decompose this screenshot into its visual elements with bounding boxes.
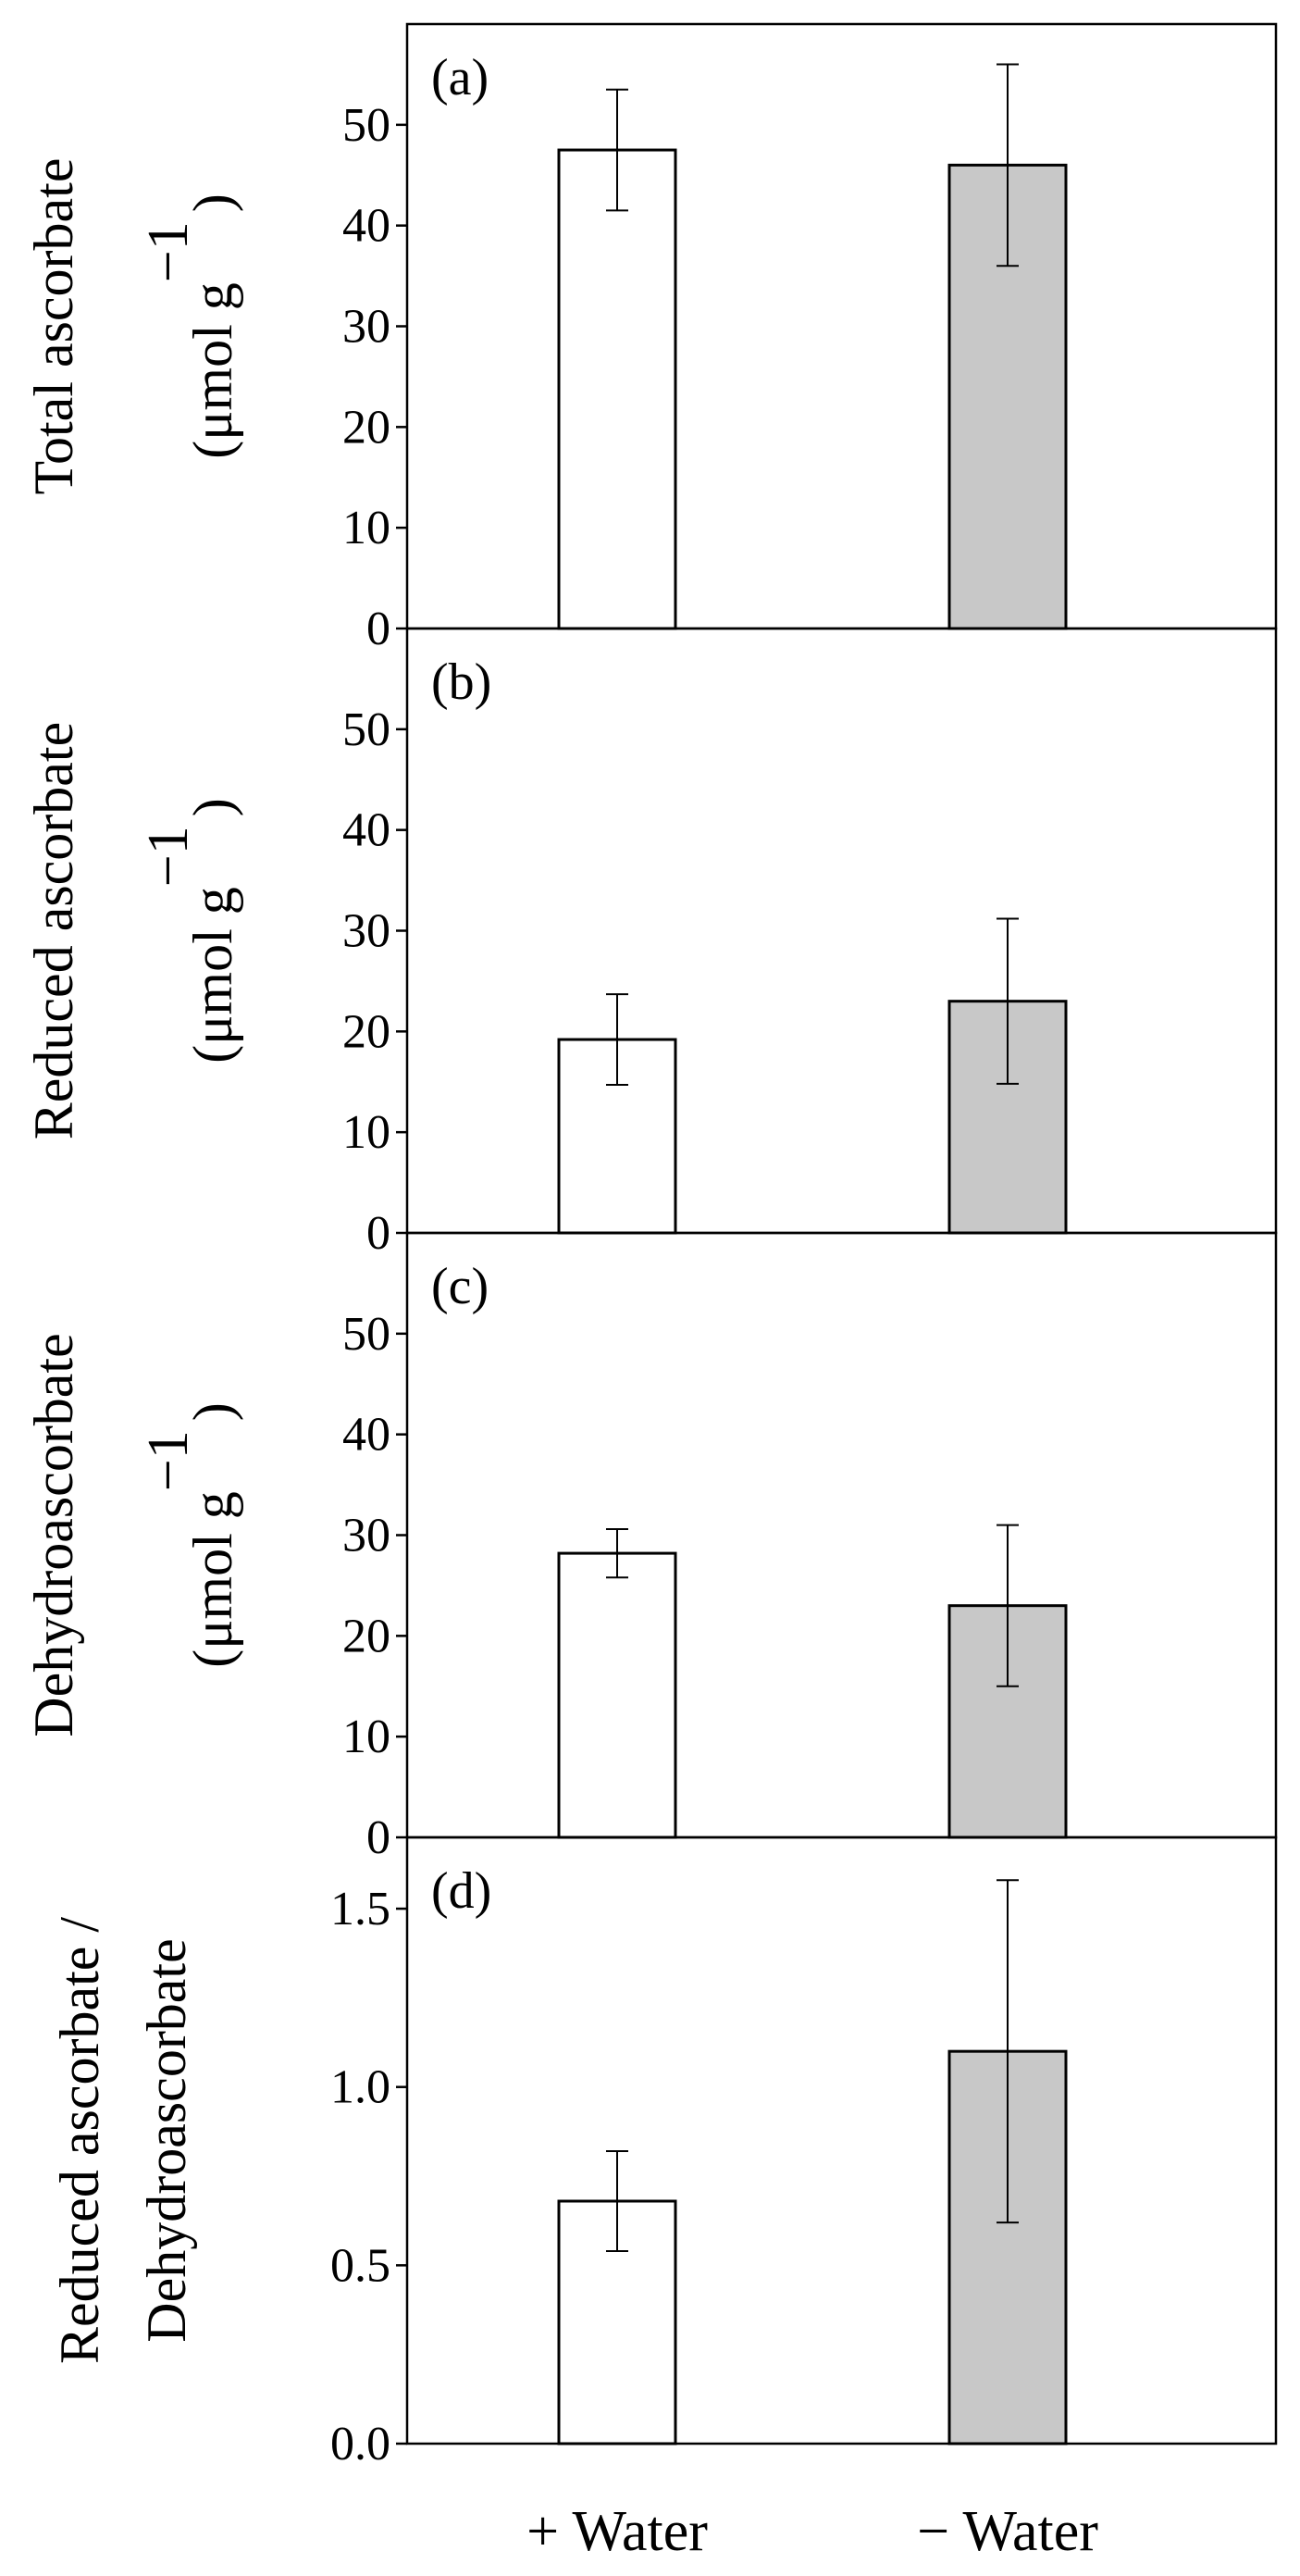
y-tick-label: 30 (342, 1510, 390, 1562)
error-bar (997, 1524, 1019, 1687)
y-tick-label: 20 (342, 1610, 390, 1662)
y-axis-title-line2: Dehydroascorbate (136, 1938, 197, 2342)
y-tick-label: 40 (342, 804, 390, 857)
error-bar (997, 917, 1019, 1085)
unit-text: (μmol g (182, 282, 243, 459)
unit-text: (μmol g (182, 1491, 243, 1668)
bar-plus-water (557, 1551, 677, 1839)
y-axis-title: Dehydroascorbate (23, 1333, 84, 1736)
panel-b: 0 10 20 30 40 50 (b) Reduced ascorbate (μmol g−1… (23, 627, 1278, 1260)
x-label-minus-water: − Water (917, 2500, 1098, 2563)
y-tick-label: 1.0 (330, 2061, 390, 2114)
unit-superscript: −1 (137, 826, 200, 887)
y-tick-label: 0.5 (330, 2239, 390, 2292)
panel-label: (a) (431, 49, 489, 106)
unit-text: (μmol g (182, 887, 243, 1064)
unit-close-paren: ) (182, 1402, 243, 1421)
error-bar (606, 1527, 628, 1579)
panel-d: 0.0 0.5 1.0 1.5 (d) Reduced ascorbate / Dehydr… (49, 1836, 1278, 2470)
y-tick-label: 10 (342, 1711, 390, 1763)
y-tick-label: 1.5 (330, 1883, 390, 1935)
y-axis-unit: (μmol g−1) (137, 798, 243, 1063)
plot-frame (405, 22, 1278, 630)
plot-frame (405, 627, 1278, 1235)
y-tick-label: 30 (342, 301, 390, 354)
y-tick-label: 40 (342, 1409, 390, 1462)
unit-close-paren: ) (182, 193, 243, 212)
error-bar (606, 2150, 628, 2252)
unit-close-paren: ) (182, 798, 243, 816)
panel-a: 0 10 20 30 40 50 (a) Total ascorbate (μmol g−1) (23, 22, 1278, 655)
bar-plus-water (557, 148, 677, 630)
y-tick-label: 10 (342, 1106, 390, 1159)
y-tick-label: 40 (342, 200, 390, 253)
plot-frame (405, 1231, 1278, 1839)
y-tick-label: 0 (366, 603, 390, 655)
y-axis-unit: (μmol g−1) (137, 1402, 243, 1667)
y-tick-label: 0 (366, 1207, 390, 1260)
y-tick-label: 0.0 (330, 2418, 390, 2470)
y-tick-label: 0 (366, 1811, 390, 1864)
y-tick-label: 20 (342, 401, 390, 454)
y-tick-label: 50 (342, 1308, 390, 1361)
y-tick-label: 20 (342, 1005, 390, 1058)
y-tick-label: 10 (342, 502, 390, 554)
y-axis-title-line1: Reduced ascorbate / (49, 1917, 110, 2364)
y-tick-label: 50 (342, 99, 390, 152)
error-bar (997, 1879, 1019, 2224)
x-category-labels: + Water − Water (526, 2500, 1098, 2563)
y-axis-unit: (μmol g−1) (137, 193, 243, 458)
panel-label: (d) (431, 1862, 491, 1920)
panel-label: (c) (431, 1258, 489, 1315)
panel-c: 0 10 20 30 40 50 (c) Dehydroascorbate (μmol g−1) (23, 1231, 1278, 1864)
unit-superscript: −1 (137, 221, 200, 282)
y-tick-label: 50 (342, 703, 390, 756)
error-bar (606, 993, 628, 1087)
plot-frame (405, 1836, 1278, 2445)
unit-superscript: −1 (137, 1430, 200, 1491)
error-bar (997, 63, 1019, 268)
panel-label: (b) (431, 653, 491, 711)
y-axis-title: Reduced ascorbate (23, 722, 84, 1139)
y-tick-label: 30 (342, 905, 390, 958)
y-axis-title: Total ascorbate (23, 158, 84, 495)
error-bar (606, 88, 628, 212)
x-label-plus-water: + Water (526, 2500, 708, 2563)
